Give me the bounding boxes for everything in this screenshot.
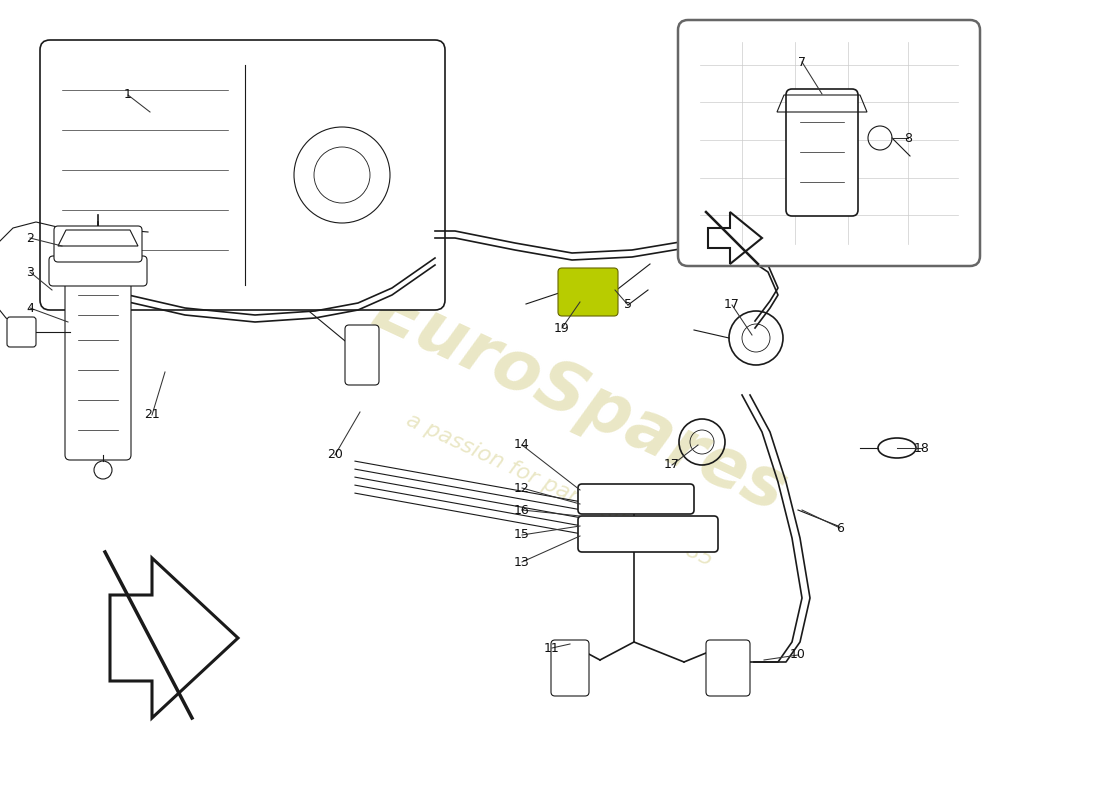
Text: 17: 17: [664, 458, 680, 471]
Text: 1: 1: [124, 89, 132, 102]
Text: 16: 16: [514, 503, 530, 517]
FancyBboxPatch shape: [578, 484, 694, 514]
FancyBboxPatch shape: [65, 280, 131, 460]
FancyBboxPatch shape: [678, 20, 980, 266]
FancyBboxPatch shape: [50, 256, 147, 286]
Text: 12: 12: [514, 482, 530, 494]
FancyBboxPatch shape: [54, 226, 142, 262]
FancyBboxPatch shape: [40, 40, 446, 310]
Text: 4: 4: [26, 302, 34, 314]
Text: EuroSpares: EuroSpares: [363, 275, 798, 525]
Text: 3: 3: [26, 266, 34, 278]
Text: 5: 5: [624, 298, 632, 311]
FancyBboxPatch shape: [786, 89, 858, 216]
Text: 7: 7: [798, 55, 806, 69]
FancyBboxPatch shape: [345, 325, 379, 385]
FancyBboxPatch shape: [551, 640, 588, 696]
Text: 20: 20: [327, 449, 343, 462]
FancyBboxPatch shape: [558, 268, 618, 316]
Text: 14: 14: [514, 438, 530, 451]
Text: 21: 21: [144, 409, 159, 422]
FancyBboxPatch shape: [578, 516, 718, 552]
FancyBboxPatch shape: [7, 317, 36, 347]
Text: 15: 15: [514, 529, 530, 542]
Text: 19: 19: [554, 322, 570, 334]
Text: 18: 18: [914, 442, 929, 454]
Text: 6: 6: [836, 522, 844, 534]
Text: a passion for parts since 1985: a passion for parts since 1985: [404, 410, 717, 570]
Text: 2: 2: [26, 231, 34, 245]
Text: 13: 13: [514, 555, 530, 569]
Text: 17: 17: [724, 298, 740, 311]
Text: 10: 10: [790, 649, 806, 662]
Text: 11: 11: [544, 642, 560, 654]
FancyBboxPatch shape: [706, 640, 750, 696]
Text: 8: 8: [904, 131, 912, 145]
